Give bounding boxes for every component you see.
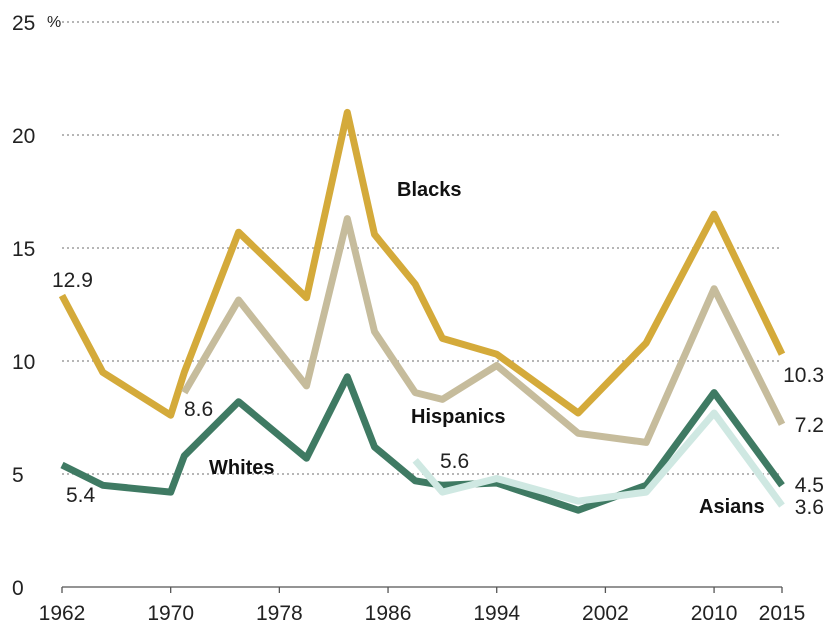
y-tick-label-0: 0 bbox=[12, 577, 24, 600]
x-tick-label-1962: 1962 bbox=[39, 602, 86, 625]
series-name-blacks: Blacks bbox=[397, 179, 462, 201]
y-axis-unit: % bbox=[47, 14, 61, 31]
series-line-hispanics bbox=[181, 215, 786, 446]
label-hispanics-end: 7.2 bbox=[795, 414, 824, 437]
label-asians-end: 3.6 bbox=[795, 496, 824, 519]
x-tick-label-1978: 1978 bbox=[256, 602, 303, 625]
label-blacks-start: 12.9 bbox=[52, 269, 93, 292]
label-asians-start: 5.6 bbox=[440, 450, 469, 473]
label-whites-start: 5.4 bbox=[66, 484, 96, 507]
x-tick-label-2010: 2010 bbox=[691, 602, 738, 625]
grid-layer bbox=[62, 21, 782, 588]
axis-layer: 0 5 10 15 20 25 1962 1970 1978 1986 1994 2002 2010 20… bbox=[12, 12, 805, 625]
x-tick-label-2002: 2002 bbox=[582, 602, 629, 625]
y-tick-label-25: 25 bbox=[12, 12, 35, 35]
x-tick-label-1994: 1994 bbox=[473, 602, 520, 625]
x-tick-label-1986: 1986 bbox=[365, 602, 412, 625]
y-tick-label-10: 10 bbox=[12, 351, 35, 374]
label-hispanics-start: 8.6 bbox=[184, 398, 213, 421]
y-tick-label-20: 20 bbox=[12, 125, 35, 148]
label-layer: % Blacks Hispanics Whites Asians 12.9 8.… bbox=[47, 14, 824, 519]
series-line-blacks bbox=[58, 108, 786, 419]
y-tick-label-15: 15 bbox=[12, 238, 35, 261]
series-line-asians bbox=[412, 409, 785, 508]
label-blacks-end: 10.3 bbox=[783, 364, 824, 387]
x-tick-label-1970: 1970 bbox=[147, 602, 194, 625]
series-layer bbox=[58, 108, 786, 514]
y-tick-label-5: 5 bbox=[12, 464, 24, 487]
series-name-whites: Whites bbox=[209, 457, 275, 479]
series-name-asians: Asians bbox=[699, 496, 765, 518]
x-tick-label-2015: 2015 bbox=[759, 602, 806, 625]
series-name-hispanics: Hispanics bbox=[411, 406, 505, 428]
label-whites-end: 4.5 bbox=[795, 474, 824, 497]
